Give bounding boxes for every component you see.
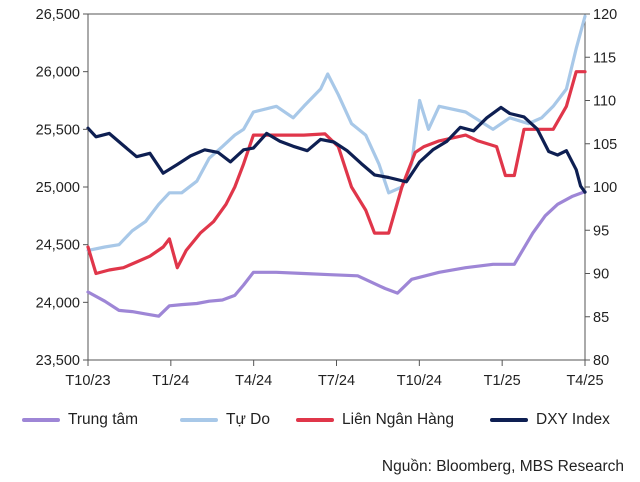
right-tick-label: 120 (593, 7, 617, 23)
legend-swatch-dxy-index (490, 418, 528, 422)
legend-item-lien-ngan-hang: Liên Ngân Hàng (296, 405, 454, 435)
legend-label-tu-do: Tự Do (226, 411, 270, 428)
x-tick-label: T1/25 (484, 373, 521, 389)
series-line-dxy-index (86, 105, 587, 194)
right-tick-label: 95 (593, 223, 609, 239)
right-tick-label: 110 (593, 94, 616, 110)
left-tick-label: 24,500 (36, 238, 80, 254)
left-tick-label: 23,500 (36, 353, 80, 369)
right-axis-ticks: 80 85 90 95 100 105 110 115 120 (585, 7, 617, 369)
left-tick-label: 25,000 (36, 180, 80, 196)
legend-item-trung-tam: Trung tâm (22, 405, 138, 435)
legend-item-dxy-index: DXY Index (490, 405, 610, 435)
right-tick-label: 90 (593, 267, 609, 283)
right-tick-label: 100 (593, 180, 617, 196)
x-tick-label: T1/24 (152, 373, 189, 389)
source-note: Nguồn: Bloomberg, MBS Research (381, 458, 624, 475)
legend-swatch-lien-ngan-hang (296, 418, 334, 422)
legend-label-trung-tam: Trung tâm (68, 411, 139, 428)
series-layer (86, 14, 587, 318)
chart: 23,500 24,000 24,500 25,000 25,500 26,000 26,5… (36, 7, 618, 389)
legend: Trung tâm Tự Do Liên Ngân Hàng DXY Index (0, 405, 640, 435)
x-axis-ticks: T10/23 T1/24 T4/24 T7/24 T10/24 T1/25 T4/25 (65, 360, 604, 389)
x-tick-label: T10/24 (397, 373, 442, 389)
legend-label-lien-ngan-hang: Liên Ngân Hàng (342, 411, 455, 428)
left-tick-label: 25,500 (36, 122, 80, 138)
right-tick-label: 80 (593, 353, 609, 369)
legend-swatch-trung-tam (22, 418, 60, 422)
left-axis-ticks: 23,500 24,000 24,500 25,000 25,500 26,000 26,5… (36, 7, 88, 369)
legend-label-dxy-index: DXY Index (536, 411, 610, 428)
left-tick-label: 26,500 (36, 7, 80, 23)
series-line-tự-do (86, 14, 587, 252)
legend-item-tu-do: Tự Do (180, 405, 270, 435)
left-tick-label: 26,000 (36, 65, 80, 81)
legend-swatch-tu-do (180, 418, 218, 422)
right-tick-label: 105 (593, 137, 617, 153)
series-line-trung-tâm (86, 190, 587, 318)
right-tick-label: 115 (593, 50, 616, 66)
plot-frame (87, 13, 586, 361)
left-tick-label: 24,000 (36, 295, 80, 311)
x-tick-label: T10/23 (65, 373, 110, 389)
x-tick-label: T4/24 (235, 373, 272, 389)
x-tick-label: T7/24 (318, 373, 355, 389)
right-tick-label: 85 (593, 310, 609, 326)
x-tick-label: T4/25 (566, 373, 603, 389)
